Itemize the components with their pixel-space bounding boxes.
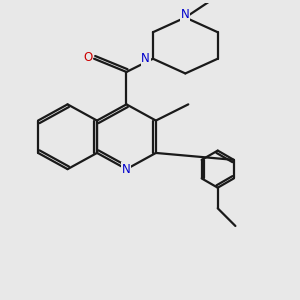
Text: N: N [141,52,150,65]
Text: N: N [122,163,131,176]
Text: O: O [83,51,93,64]
Text: N: N [181,8,190,21]
